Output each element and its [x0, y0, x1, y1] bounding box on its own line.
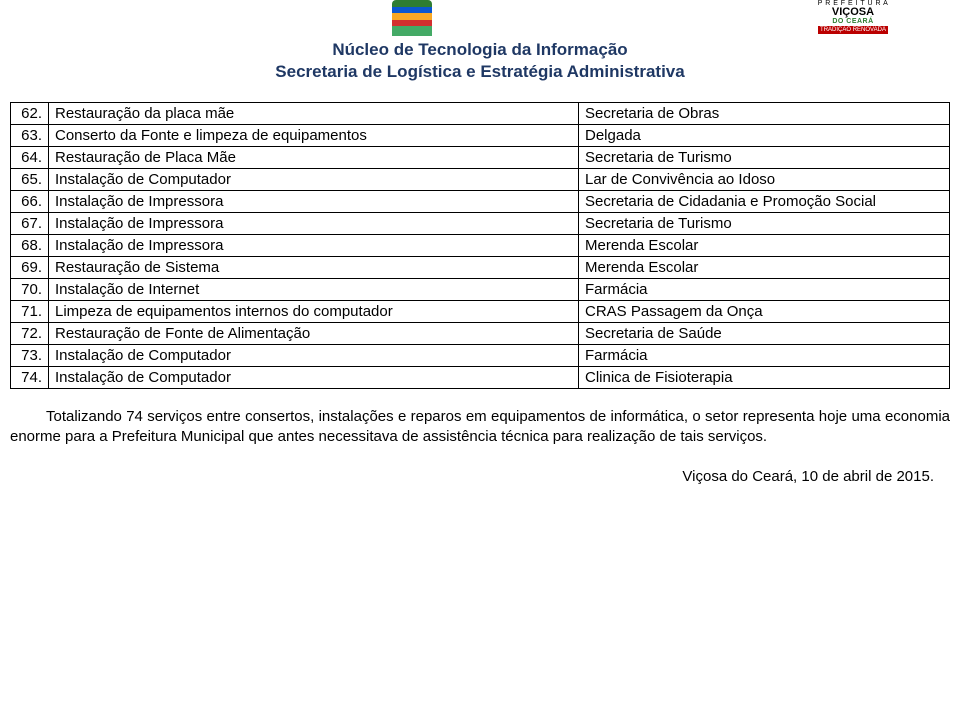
- table-row: 70.Instalação de InternetFarmácia: [11, 279, 950, 301]
- table-row: 71.Limpeza de equipamentos internos do c…: [11, 301, 950, 323]
- row-number: 69.: [11, 257, 49, 279]
- row-description: Instalação de Impressora: [49, 213, 579, 235]
- city-name-label: VIÇOSA: [808, 7, 898, 18]
- row-location: Lar de Convivência ao Idoso: [579, 169, 950, 191]
- title-line-2: Secretaria de Logística e Estratégia Adm…: [0, 62, 960, 82]
- row-number: 67.: [11, 213, 49, 235]
- row-location: Secretaria de Turismo: [579, 213, 950, 235]
- state-logo-icon: [392, 0, 440, 40]
- row-description: Instalação de Computador: [49, 345, 579, 367]
- row-location: Secretaria de Turismo: [579, 147, 950, 169]
- services-table-container: 62.Restauração da placa mãeSecretaria de…: [10, 102, 950, 389]
- row-description: Restauração de Placa Mãe: [49, 147, 579, 169]
- table-row: 66.Instalação de ImpressoraSecretaria de…: [11, 191, 950, 213]
- row-number: 71.: [11, 301, 49, 323]
- row-description: Instalação de Computador: [49, 367, 579, 389]
- row-location: Farmácia: [579, 279, 950, 301]
- document-date: Viçosa do Ceará, 10 de abril de 2015.: [0, 468, 934, 485]
- row-number: 64.: [11, 147, 49, 169]
- row-description: Instalação de Computador: [49, 169, 579, 191]
- row-location: Farmácia: [579, 345, 950, 367]
- row-description: Instalação de Internet: [49, 279, 579, 301]
- row-description: Limpeza de equipamentos internos do comp…: [49, 301, 579, 323]
- table-row: 62.Restauração da placa mãeSecretaria de…: [11, 103, 950, 125]
- row-number: 73.: [11, 345, 49, 367]
- row-location: Secretaria de Saúde: [579, 323, 950, 345]
- row-number: 65.: [11, 169, 49, 191]
- row-location: Clinica de Fisioterapia: [579, 367, 950, 389]
- row-description: Restauração da placa mãe: [49, 103, 579, 125]
- city-ribbon-label: TRADIÇÃO RENOVADA: [818, 26, 888, 34]
- services-table: 62.Restauração da placa mãeSecretaria de…: [10, 102, 950, 389]
- row-number: 74.: [11, 367, 49, 389]
- row-location: Secretaria de Cidadania e Promoção Socia…: [579, 191, 950, 213]
- summary-paragraph: Totalizando 74 serviços entre consertos,…: [10, 407, 950, 446]
- row-number: 68.: [11, 235, 49, 257]
- row-location: CRAS Passagem da Onça: [579, 301, 950, 323]
- table-row: 64.Restauração de Placa MãeSecretaria de…: [11, 147, 950, 169]
- table-row: 72.Restauração de Fonte de AlimentaçãoSe…: [11, 323, 950, 345]
- city-sub-label: DO CEARÁ: [808, 18, 898, 25]
- row-number: 72.: [11, 323, 49, 345]
- document-header: P R E F E I T U R A VIÇOSA DO CEARÁ TRAD…: [0, 0, 960, 82]
- row-location: Merenda Escolar: [579, 257, 950, 279]
- row-description: Instalação de Impressora: [49, 235, 579, 257]
- row-number: 63.: [11, 125, 49, 147]
- table-row: 65.Instalação de ComputadorLar de Conviv…: [11, 169, 950, 191]
- row-description: Restauração de Fonte de Alimentação: [49, 323, 579, 345]
- table-row: 73.Instalação de ComputadorFarmácia: [11, 345, 950, 367]
- row-description: Instalação de Impressora: [49, 191, 579, 213]
- row-description: Restauração de Sistema: [49, 257, 579, 279]
- row-number: 62.: [11, 103, 49, 125]
- row-location: Secretaria de Obras: [579, 103, 950, 125]
- row-number: 70.: [11, 279, 49, 301]
- row-description: Conserto da Fonte e limpeza de equipamen…: [49, 125, 579, 147]
- table-row: 74.Instalação de ComputadorClinica de Fi…: [11, 367, 950, 389]
- table-row: 69.Restauração de SistemaMerenda Escolar: [11, 257, 950, 279]
- row-number: 66.: [11, 191, 49, 213]
- row-location: Delgada: [579, 125, 950, 147]
- table-row: 63.Conserto da Fonte e limpeza de equipa…: [11, 125, 950, 147]
- city-logo-icon: P R E F E I T U R A VIÇOSA DO CEARÁ TRAD…: [808, 0, 898, 50]
- table-row: 68.Instalação de ImpressoraMerenda Escol…: [11, 235, 950, 257]
- row-location: Merenda Escolar: [579, 235, 950, 257]
- table-row: 67.Instalação de ImpressoraSecretaria de…: [11, 213, 950, 235]
